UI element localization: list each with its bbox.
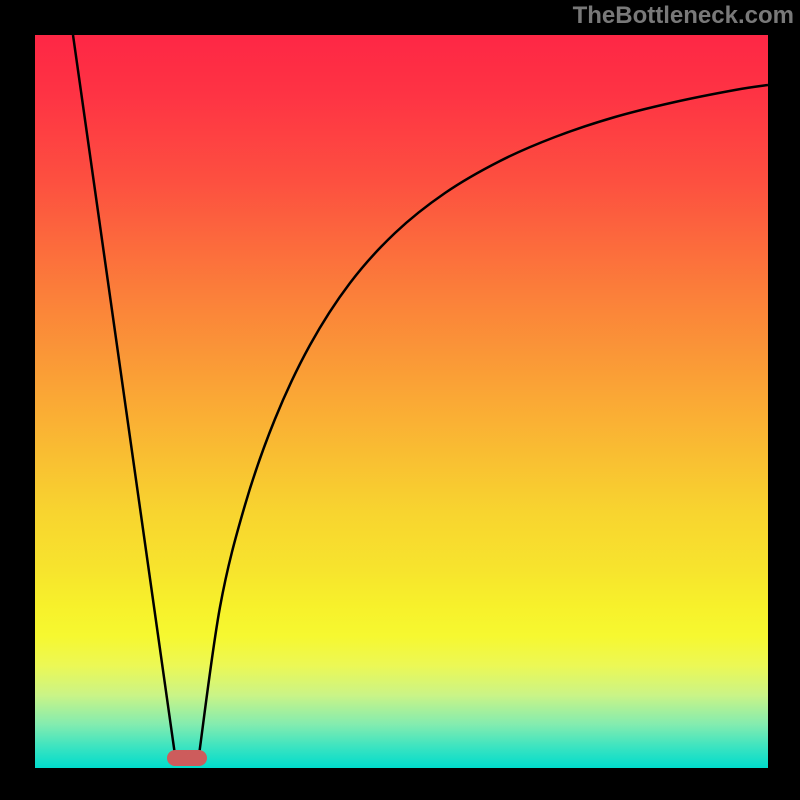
minimum-marker bbox=[167, 750, 207, 766]
plot-area bbox=[35, 35, 768, 768]
chart-container: TheBottleneck.com bbox=[0, 0, 800, 800]
curve-overlay bbox=[35, 35, 768, 768]
left-line bbox=[73, 35, 175, 755]
watermark-text: TheBottleneck.com bbox=[573, 2, 794, 30]
right-curve bbox=[199, 85, 768, 755]
